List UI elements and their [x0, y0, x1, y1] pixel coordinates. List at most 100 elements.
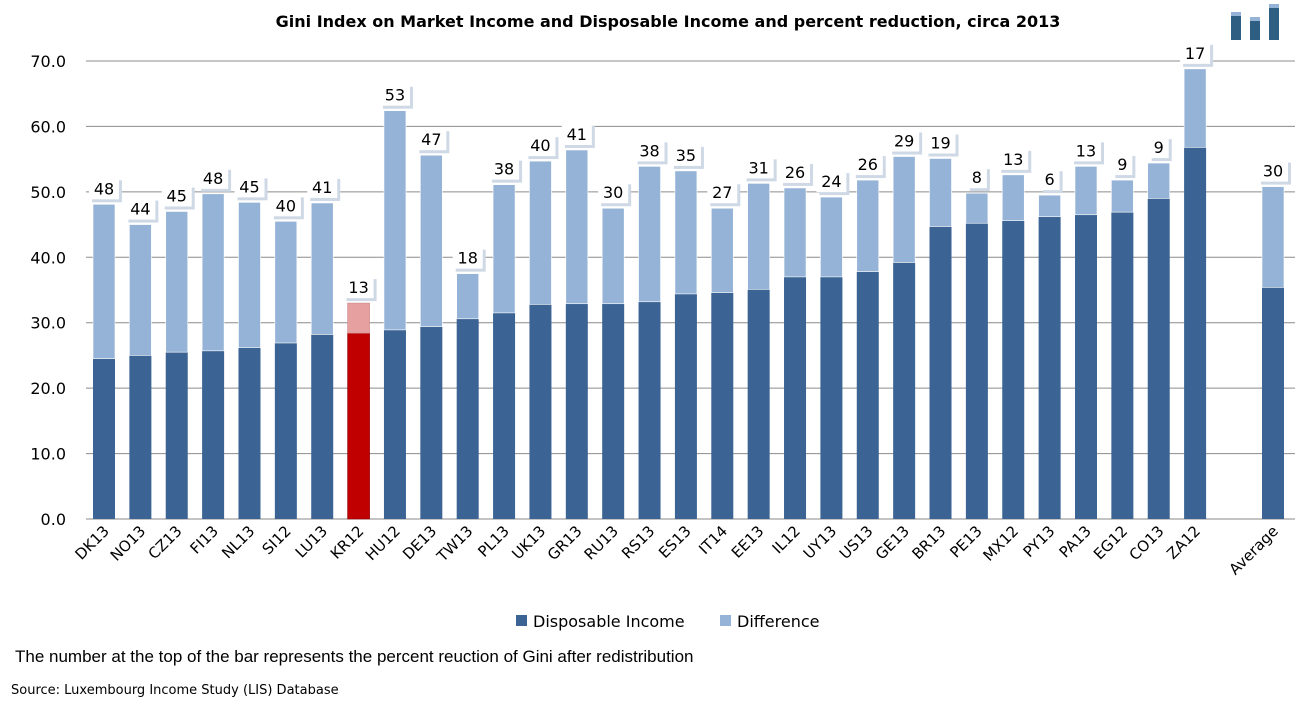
x-tick-label: PA13: [1056, 522, 1095, 561]
bar-difference-gr13: [565, 149, 589, 305]
data-label-box: [198, 166, 229, 189]
data-label: 18: [458, 249, 478, 268]
bar-disposable-ru13: [602, 303, 625, 519]
gini-chart: Gini Index on Market Income and Disposab…: [30, 12, 1295, 631]
footnote: The number at the top of the bar represe…: [15, 647, 694, 666]
legend-swatch: [516, 615, 527, 626]
data-label: 9: [1154, 138, 1164, 157]
data-label: 48: [203, 169, 223, 188]
data-label-box: [598, 181, 629, 204]
data-label-box: [416, 128, 447, 151]
bar-difference-average: [1261, 186, 1285, 288]
data-label-box: [1070, 139, 1101, 162]
data-label-box: [707, 181, 738, 204]
data-label: 48: [94, 179, 114, 198]
legend-swatch: [720, 615, 731, 626]
bars: 48 44 45 48 45 40 41 13 53 47 18 38 40 41 30 38 35 27 31 26…: [89, 41, 1291, 520]
data-label: 38: [639, 141, 659, 160]
data-label: 6: [1045, 170, 1055, 189]
x-tick-label: RU13: [581, 522, 622, 563]
data-label: 40: [276, 196, 296, 215]
bar-disposable-ee13: [747, 289, 770, 519]
bar-difference-de13: [420, 154, 443, 327]
legend-label: Disposable Income: [533, 612, 685, 631]
bar-difference-hu12: [383, 110, 407, 331]
x-tick-label: EG12: [1090, 522, 1131, 563]
bar-difference-dk13: [92, 203, 116, 359]
legend: Disposable Income Difference: [516, 612, 819, 631]
y-tick-label: 70.0: [30, 52, 66, 71]
x-tick-label: KR12: [327, 522, 368, 563]
x-tick-label: GE13: [872, 522, 913, 563]
data-label-box: [852, 153, 883, 176]
data-label: 30: [1263, 162, 1283, 181]
bar-disposable-uy13: [820, 276, 843, 519]
data-label: 31: [748, 158, 768, 177]
data-label: 24: [821, 172, 841, 191]
chart-title: Gini Index on Market Income and Disposab…: [276, 12, 1061, 31]
x-tick-label: PL13: [474, 522, 513, 561]
bar-difference-co13: [1147, 162, 1171, 199]
bar-difference-si12: [274, 221, 298, 344]
bar-difference-uk13: [529, 160, 552, 305]
data-label-box: [816, 170, 847, 193]
x-tick-label: HU12: [362, 522, 404, 564]
bar-disposable-mx12: [1002, 220, 1025, 519]
data-label: 45: [167, 186, 187, 205]
bar-disposable-no13: [129, 355, 152, 519]
data-label-box: [1039, 168, 1060, 191]
data-label-box: [234, 175, 265, 198]
bar-difference-za12: [1183, 68, 1207, 148]
data-label-box: [525, 134, 556, 157]
bar-disposable-uk13: [529, 304, 552, 519]
data-label-box: [780, 160, 811, 183]
y-tick-label: 60.0: [30, 117, 66, 136]
x-tick-label: LU13: [292, 522, 331, 561]
data-label: 45: [239, 177, 259, 196]
y-tick-label: 0.0: [41, 510, 66, 529]
data-label-box: [489, 157, 520, 180]
x-tick-label: GR13: [544, 522, 586, 564]
x-tick-label: Average: [1226, 522, 1282, 578]
bar-difference-ru13: [601, 207, 625, 305]
bar-disposable-za12: [1184, 147, 1207, 519]
bar-disposable-gr13: [565, 303, 588, 519]
x-tick-label: IL12: [769, 522, 804, 557]
x-tick-label: MX12: [979, 522, 1022, 565]
bar-difference-fi13: [201, 193, 225, 352]
data-label-box: [889, 129, 920, 152]
x-tick-label: RS13: [618, 522, 658, 562]
data-label-box: [125, 197, 156, 220]
x-tick-label: IT14: [695, 522, 731, 558]
data-label: 47: [421, 130, 441, 149]
x-tick-label: PE13: [946, 522, 985, 561]
data-label: 40: [530, 136, 550, 155]
bar-disposable-il12: [784, 276, 807, 519]
bar-difference-nl13: [238, 202, 261, 348]
data-label-box: [743, 156, 774, 179]
data-label: 17: [1185, 44, 1205, 63]
x-tick-label: UK13: [508, 522, 549, 563]
logo-icon: [1231, 4, 1279, 40]
x-tick-label: CO13: [1126, 522, 1168, 564]
bar-difference-mx12: [1001, 174, 1025, 221]
x-tick-label: FI13: [186, 522, 221, 557]
data-label-box: [270, 194, 301, 217]
data-label-box: [998, 147, 1029, 170]
bar-difference-cz13: [165, 211, 189, 353]
data-label: 9: [1117, 155, 1127, 174]
bar-disposable-ge13: [893, 262, 916, 519]
x-tick-label: BR13: [908, 522, 949, 563]
bar-disposable-rs13: [638, 301, 661, 519]
bar-disposable-dk13: [93, 358, 115, 519]
x-tick-label: UY13: [800, 522, 840, 562]
bar-disposable-lu13: [311, 334, 334, 519]
data-label: 35: [676, 146, 696, 165]
bar-disposable-tw13: [456, 318, 479, 519]
y-tick-label: 20.0: [30, 379, 66, 398]
data-label: 26: [785, 163, 805, 182]
data-label: 26: [858, 155, 878, 174]
bar-difference-ee13: [747, 183, 770, 290]
data-label-box: [307, 175, 338, 198]
bar-difference-es13: [674, 170, 698, 295]
